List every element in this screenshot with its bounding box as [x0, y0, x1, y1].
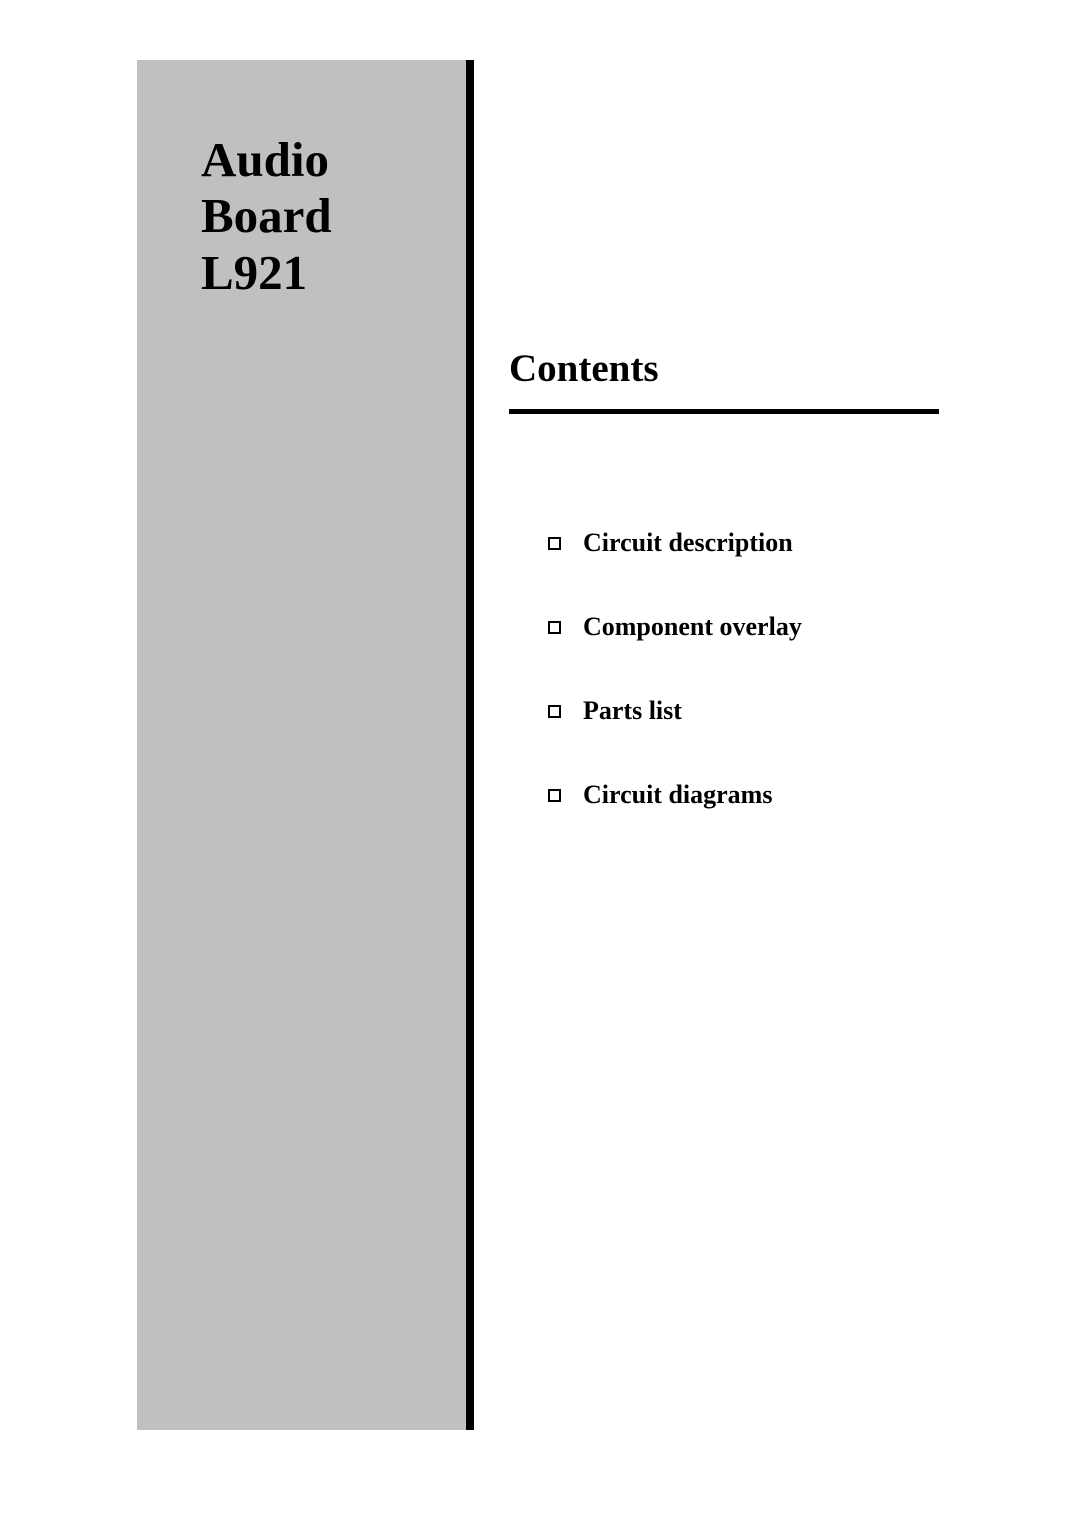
contents-item: Component overlay — [548, 612, 802, 642]
contents-section: Contents — [509, 346, 939, 414]
title-line-2: Board — [201, 188, 332, 243]
contents-item-label: Parts list — [583, 696, 682, 726]
square-bullet-icon — [548, 537, 561, 550]
title-line-1: Audio — [201, 132, 329, 187]
document-title: Audio Board L921 — [201, 132, 332, 301]
contents-heading: Contents — [509, 346, 939, 391]
square-bullet-icon — [548, 621, 561, 634]
contents-divider — [509, 409, 939, 414]
contents-item-label: Circuit description — [583, 528, 793, 558]
contents-item: Circuit description — [548, 528, 802, 558]
title-line-3: L921 — [201, 245, 307, 300]
square-bullet-icon — [548, 705, 561, 718]
contents-item-label: Circuit diagrams — [583, 780, 772, 810]
contents-item-label: Component overlay — [583, 612, 802, 642]
contents-item: Circuit diagrams — [548, 780, 802, 810]
contents-list: Circuit description Component overlay Pa… — [548, 528, 802, 864]
square-bullet-icon — [548, 789, 561, 802]
contents-item: Parts list — [548, 696, 802, 726]
